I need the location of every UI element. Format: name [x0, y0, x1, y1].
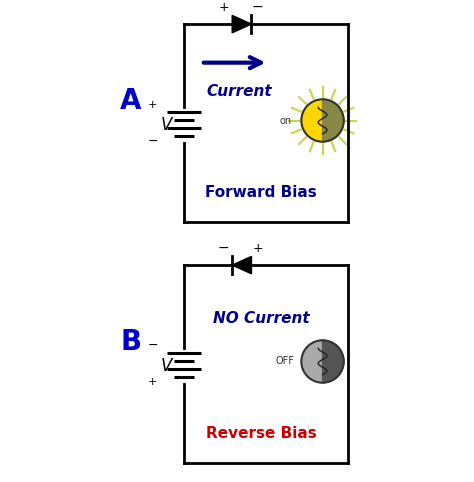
- Text: −: −: [252, 0, 263, 14]
- Text: Current: Current: [207, 84, 272, 99]
- Text: −: −: [147, 134, 158, 147]
- Text: +: +: [148, 100, 157, 110]
- Text: −: −: [147, 339, 158, 352]
- Polygon shape: [232, 15, 252, 33]
- Circle shape: [301, 340, 344, 383]
- Text: Forward Bias: Forward Bias: [205, 185, 317, 201]
- Text: B: B: [120, 328, 142, 356]
- Text: A: A: [120, 87, 142, 115]
- Text: NO Current: NO Current: [213, 310, 310, 326]
- Text: V: V: [160, 357, 172, 375]
- Polygon shape: [322, 99, 344, 142]
- Circle shape: [301, 99, 344, 142]
- Polygon shape: [322, 340, 344, 383]
- Text: Reverse Bias: Reverse Bias: [206, 426, 317, 442]
- Polygon shape: [232, 256, 252, 274]
- Text: +: +: [219, 1, 229, 13]
- Text: +: +: [252, 242, 263, 254]
- Text: V: V: [160, 116, 172, 134]
- Text: −: −: [218, 241, 229, 255]
- Text: OFF: OFF: [276, 357, 295, 366]
- Text: +: +: [148, 377, 157, 387]
- Text: on: on: [279, 116, 291, 125]
